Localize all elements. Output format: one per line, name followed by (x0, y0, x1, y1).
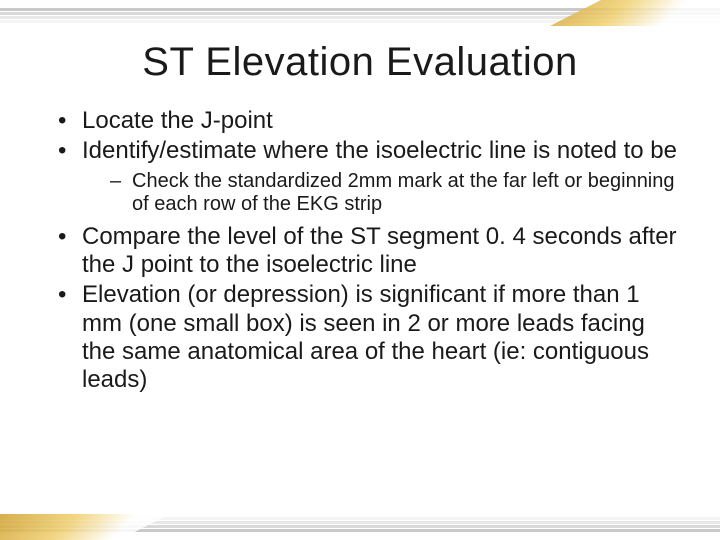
bullet-text: Identify/estimate where the isoelectric … (82, 137, 677, 164)
sub-bullet-text: Check the standardized 2mm mark at the f… (132, 170, 675, 216)
bullet-text: Locate the J-point (82, 107, 273, 134)
bullet-text: Elevation (or depression) is significant… (82, 281, 649, 393)
bullet-item: Identify/estimate where the isoelectric … (54, 137, 678, 217)
slide-content: ST Elevation Evaluation Locate the J-poi… (0, 32, 720, 508)
top-decorative-band (0, 0, 720, 26)
gold-wedge-icon (550, 0, 720, 26)
sub-bullet-list: Check the standardized 2mm mark at the f… (82, 170, 678, 217)
bullet-list: Locate the J-point Identify/estimate whe… (42, 107, 678, 395)
bullet-item: Locate the J-point (54, 107, 678, 135)
bullet-item: Compare the level of the ST segment 0. 4… (54, 223, 678, 280)
bullet-text: Compare the level of the ST segment 0. 4… (82, 223, 677, 278)
sub-bullet-item: Check the standardized 2mm mark at the f… (110, 170, 678, 217)
gold-wedge-icon (0, 514, 170, 540)
bullet-item: Elevation (or depression) is significant… (54, 281, 678, 394)
bottom-decorative-band (0, 514, 720, 540)
slide-title: ST Elevation Evaluation (42, 40, 678, 85)
